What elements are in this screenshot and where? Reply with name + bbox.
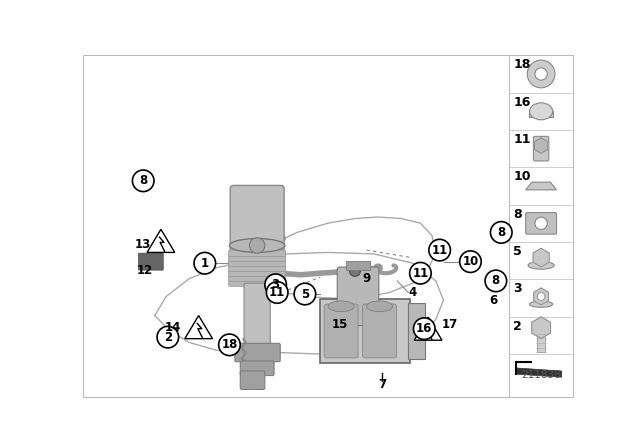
Circle shape (429, 239, 451, 261)
Text: 16: 16 (513, 96, 531, 109)
Circle shape (535, 217, 547, 229)
Text: 10: 10 (462, 255, 479, 268)
Text: 11: 11 (431, 244, 448, 257)
Polygon shape (534, 138, 548, 153)
FancyBboxPatch shape (228, 275, 285, 281)
Text: 9: 9 (362, 272, 371, 285)
Circle shape (132, 170, 154, 192)
Circle shape (460, 251, 481, 272)
Text: 17: 17 (442, 318, 458, 332)
Polygon shape (515, 368, 562, 377)
FancyBboxPatch shape (228, 250, 285, 257)
Circle shape (490, 222, 512, 243)
Text: 3: 3 (271, 278, 280, 291)
Text: 2: 2 (164, 331, 172, 344)
Circle shape (535, 68, 547, 80)
Polygon shape (532, 317, 550, 339)
Text: 11: 11 (412, 267, 429, 280)
FancyBboxPatch shape (228, 260, 285, 267)
Text: 3: 3 (513, 282, 522, 295)
FancyBboxPatch shape (235, 343, 280, 362)
Text: 2: 2 (513, 320, 522, 333)
Polygon shape (414, 317, 442, 340)
Circle shape (413, 318, 435, 340)
Text: 14: 14 (164, 321, 180, 334)
FancyBboxPatch shape (537, 327, 545, 352)
FancyBboxPatch shape (139, 253, 163, 270)
FancyBboxPatch shape (363, 304, 397, 358)
Text: 5: 5 (301, 288, 309, 301)
Text: 6: 6 (490, 293, 498, 307)
Polygon shape (185, 315, 212, 339)
Text: 4: 4 (408, 286, 417, 299)
Circle shape (266, 282, 288, 303)
Circle shape (219, 334, 240, 356)
Text: 8: 8 (513, 208, 522, 221)
Text: 11: 11 (269, 286, 285, 299)
Text: 8: 8 (139, 174, 147, 187)
FancyBboxPatch shape (240, 371, 265, 389)
Polygon shape (147, 229, 175, 252)
FancyBboxPatch shape (319, 299, 410, 362)
Text: 8: 8 (492, 275, 500, 288)
Circle shape (485, 270, 507, 292)
Circle shape (250, 238, 265, 253)
FancyBboxPatch shape (408, 303, 425, 359)
Text: 11: 11 (513, 133, 531, 146)
Text: 18: 18 (513, 58, 531, 71)
FancyBboxPatch shape (346, 261, 369, 270)
Ellipse shape (367, 301, 393, 312)
Text: 15: 15 (332, 318, 348, 332)
Text: 211838: 211838 (521, 370, 561, 380)
Text: 10: 10 (513, 170, 531, 183)
Text: 5: 5 (513, 245, 522, 258)
Ellipse shape (529, 103, 553, 120)
Circle shape (157, 326, 179, 348)
Circle shape (410, 263, 431, 284)
Polygon shape (533, 248, 549, 267)
FancyBboxPatch shape (228, 270, 285, 276)
FancyBboxPatch shape (525, 212, 557, 234)
Ellipse shape (328, 301, 354, 312)
Text: 7: 7 (378, 379, 386, 392)
Circle shape (294, 283, 316, 305)
FancyBboxPatch shape (228, 255, 285, 262)
Circle shape (349, 266, 360, 276)
Polygon shape (534, 288, 548, 305)
FancyBboxPatch shape (228, 280, 285, 286)
Text: 8: 8 (497, 226, 506, 239)
Polygon shape (529, 111, 554, 117)
FancyBboxPatch shape (228, 265, 285, 271)
FancyBboxPatch shape (244, 283, 270, 348)
Ellipse shape (230, 238, 285, 252)
Circle shape (265, 274, 287, 296)
Ellipse shape (528, 262, 554, 269)
FancyBboxPatch shape (533, 136, 549, 161)
Text: 13: 13 (135, 238, 151, 251)
Circle shape (527, 60, 555, 88)
Text: 1: 1 (201, 257, 209, 270)
FancyBboxPatch shape (337, 267, 379, 326)
Text: 16: 16 (416, 322, 433, 335)
Text: 18: 18 (221, 338, 237, 351)
Polygon shape (525, 182, 557, 190)
Ellipse shape (529, 301, 553, 307)
Circle shape (537, 293, 545, 300)
Circle shape (194, 252, 216, 274)
FancyBboxPatch shape (324, 304, 358, 358)
FancyBboxPatch shape (240, 361, 274, 375)
FancyBboxPatch shape (230, 185, 284, 253)
Text: 12: 12 (136, 264, 153, 277)
